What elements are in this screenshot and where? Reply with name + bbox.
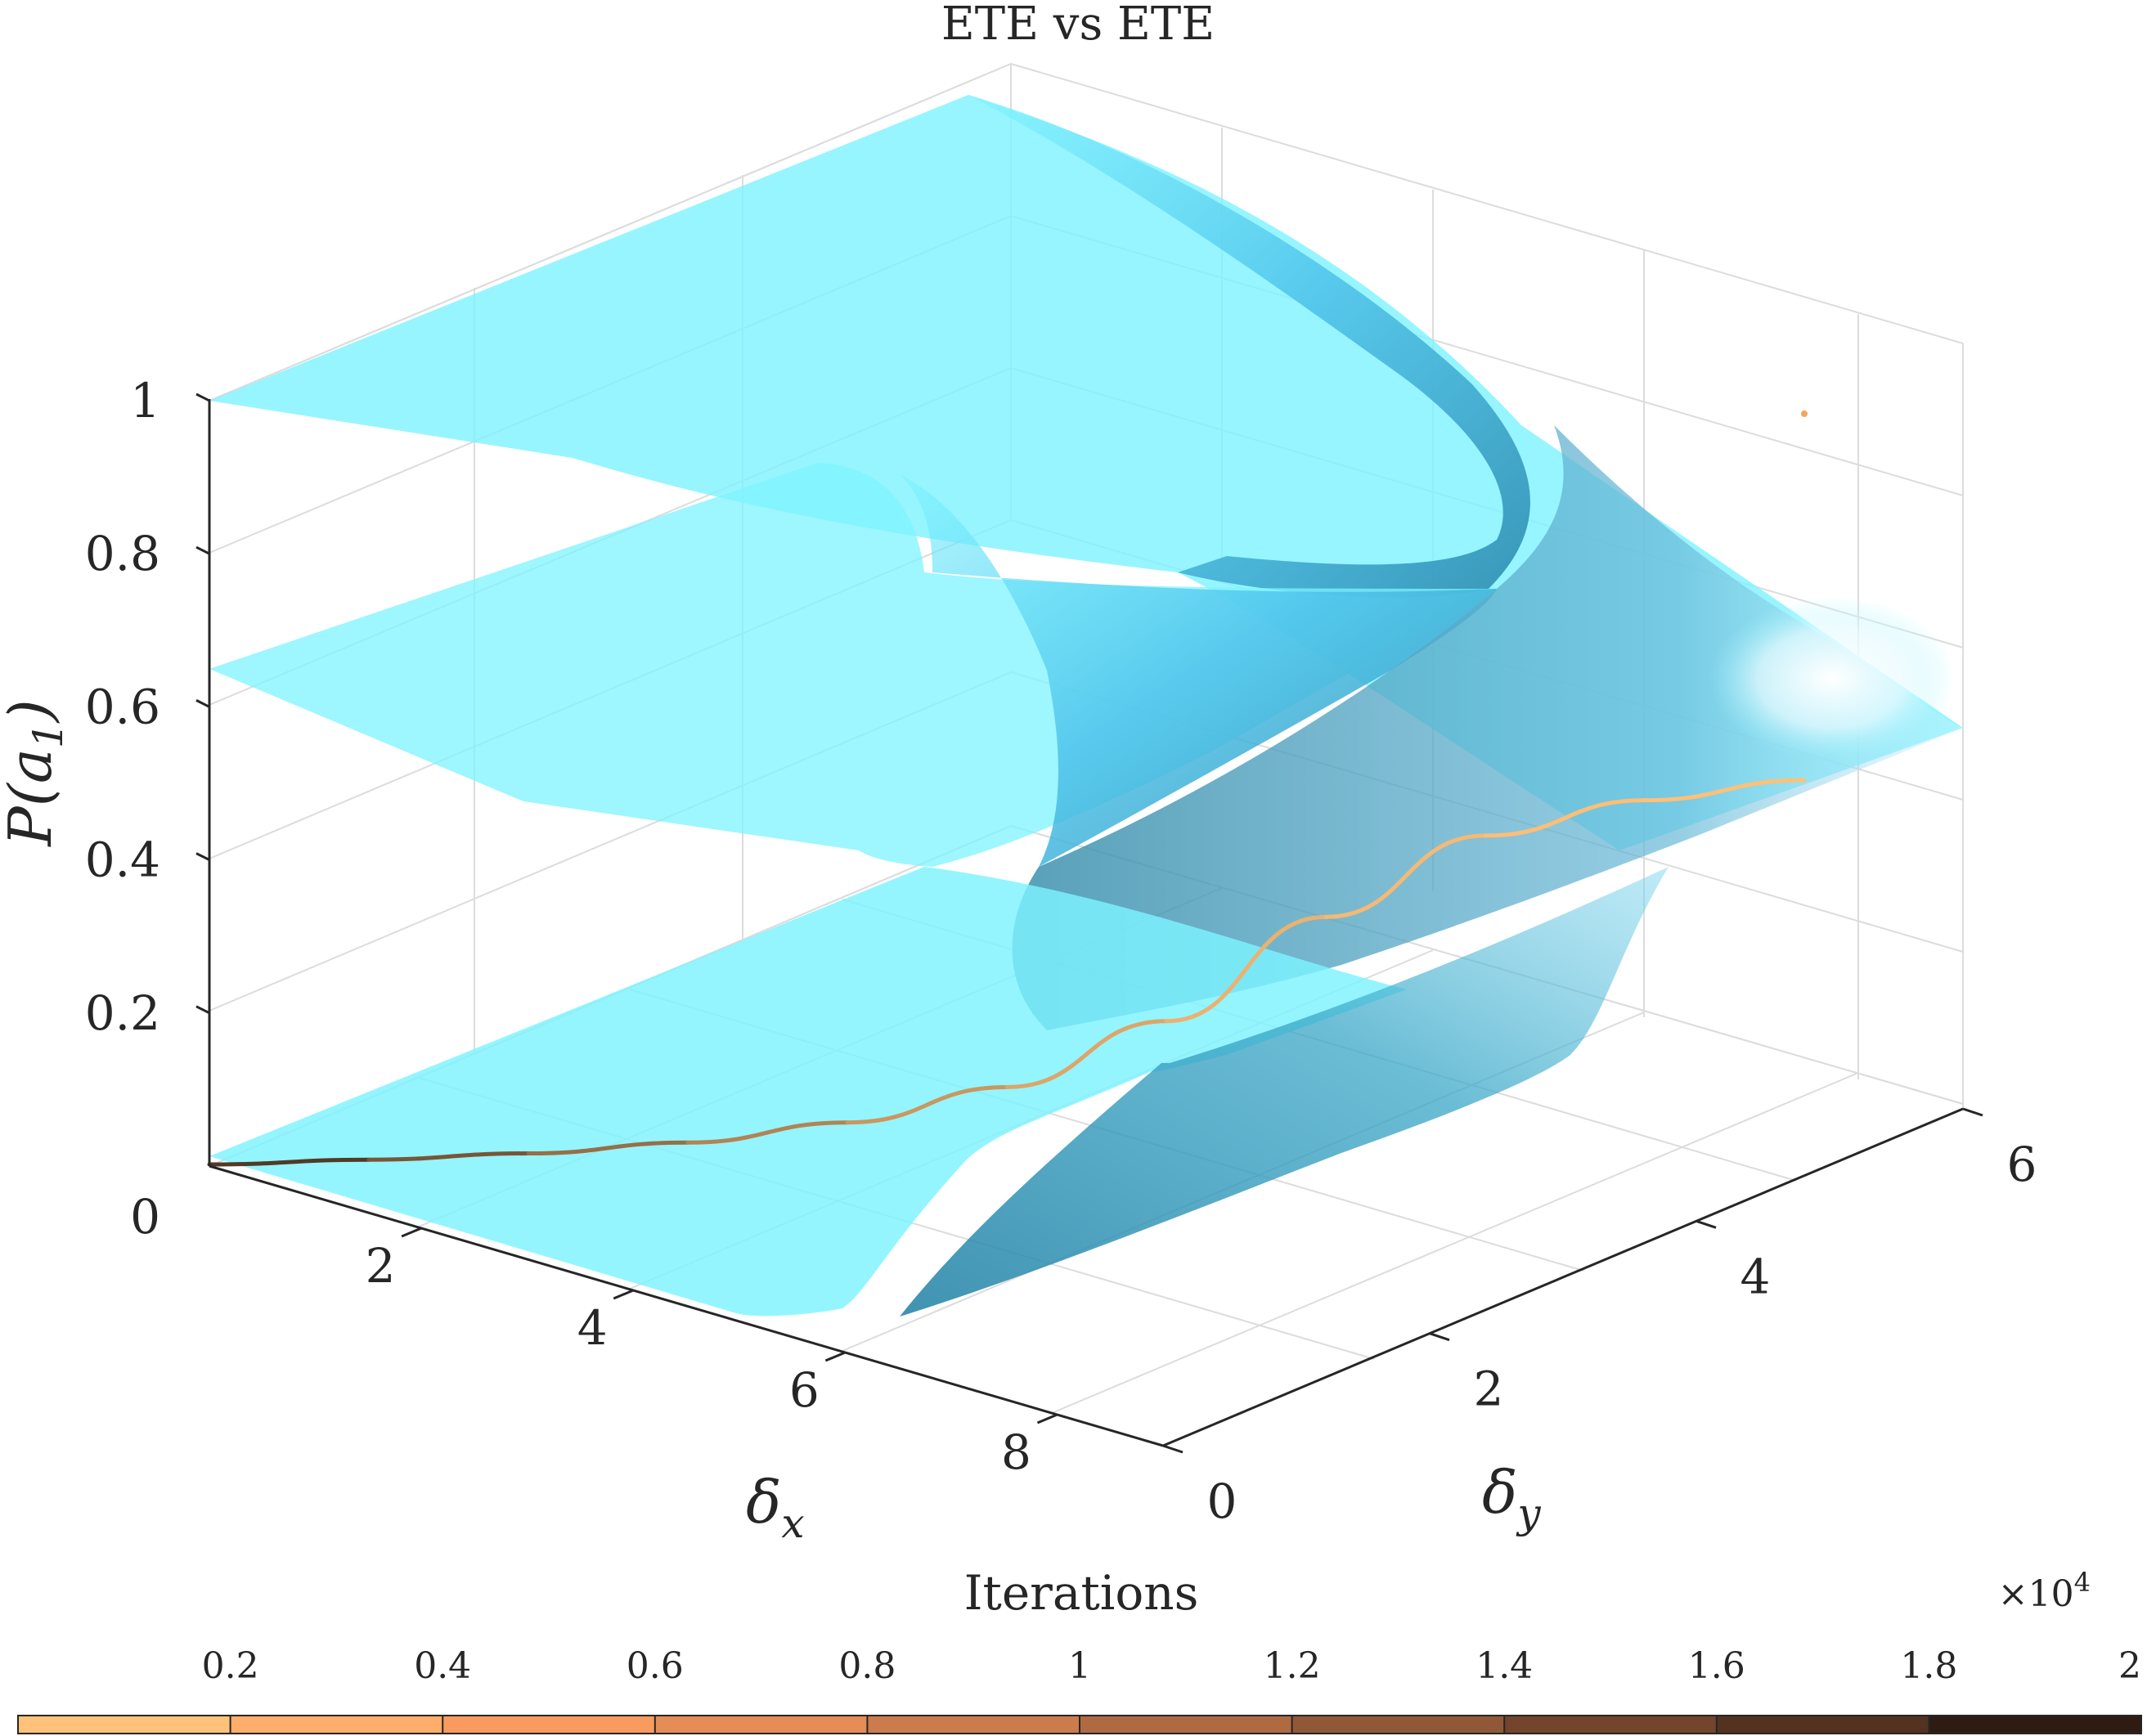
axes — [208, 399, 1964, 1447]
colorbar-tick-label: 1.6 — [1688, 1645, 1745, 1687]
x-tick-mark — [1036, 1413, 1058, 1424]
colorbar-label: Iterations — [964, 1565, 1199, 1621]
colorbar-segment — [1716, 1716, 1929, 1734]
trajectory-segment — [1004, 1019, 1169, 1089]
x-tick-label: 6 — [789, 1362, 820, 1418]
colorbar-tick-label: 1.8 — [1900, 1645, 1957, 1687]
trajectory-segment — [685, 1120, 850, 1145]
y-tick-label: 0 — [1207, 1474, 1237, 1529]
z-tick-mark — [195, 699, 210, 708]
colorbar-tick-label: 0.4 — [414, 1645, 471, 1687]
colorbar-segment — [442, 1716, 655, 1734]
y-tick-label: 4 — [1741, 1249, 1771, 1304]
trajectory-segment — [207, 1157, 371, 1167]
x-tick-mark — [401, 1227, 422, 1238]
colorbar-tick-label: 1 — [1068, 1645, 1091, 1687]
lower-wall — [900, 867, 1669, 1317]
colorbar-segment — [18, 1716, 231, 1734]
y-tick-mark — [1162, 1444, 1184, 1454]
x-axis-label: δx — [746, 1468, 805, 1547]
z-tick-mark — [195, 393, 210, 402]
y-axis-label: δy — [1482, 1458, 1541, 1537]
z-tick-mark — [195, 545, 210, 555]
colorbar-segment — [1291, 1716, 1505, 1734]
colorbar-segment — [1929, 1716, 2141, 1734]
colorbar: Iterations ×104 0.2 0.4 0.6 0.8 1 1.2 1.4 1.6 1.… — [17, 1565, 2142, 1734]
trajectory-outlier-point — [1801, 410, 1808, 417]
colorbar-tick-label: 1.4 — [1476, 1645, 1533, 1687]
trajectory-segment — [1323, 833, 1488, 919]
trajectory-segment — [1642, 778, 1807, 803]
y-tick-label: 6 — [2007, 1137, 2037, 1192]
specular-highlight — [1709, 597, 1955, 760]
upper-curl — [968, 95, 1530, 598]
colorbar-segment — [1080, 1716, 1292, 1734]
colorbar-segment — [1504, 1716, 1717, 1734]
y-tick-mark — [1429, 1332, 1450, 1342]
colorbar-segment — [867, 1716, 1080, 1734]
y-tick-mark — [1962, 1107, 1983, 1117]
z-axis-ticks: 0.2 0.4 0.6 0.8 1 0 — [85, 373, 210, 1245]
colorbar-tick-label: 2 — [2118, 1645, 2141, 1687]
surface — [209, 95, 1963, 1317]
trajectory-segment — [1164, 914, 1328, 1024]
lower-sheet — [209, 867, 1407, 1317]
y-tick-mark — [1696, 1219, 1717, 1229]
x-tick-label: 2 — [366, 1238, 396, 1294]
trajectory-segment — [845, 1084, 1009, 1125]
x-tick-label: 8 — [1001, 1424, 1031, 1480]
y-tick-label: 2 — [1474, 1361, 1504, 1417]
z-tick-label: 0.6 — [85, 679, 160, 734]
colorbar-segment — [230, 1716, 443, 1734]
z-tick-label: 1 — [130, 373, 160, 428]
trajectory-segment — [1483, 798, 1647, 838]
colorbar-tick-label: 0.8 — [838, 1645, 896, 1687]
z-tick-label: 0 — [130, 1189, 160, 1245]
trajectory-segment — [366, 1151, 531, 1162]
z-tick-label: 0.2 — [85, 985, 160, 1041]
colorbar-exponent: ×104 — [1998, 1567, 2091, 1615]
colorbar-tick-label: 0.2 — [202, 1645, 259, 1687]
colorbar-tick-label: 0.6 — [627, 1645, 684, 1687]
trajectory-line — [207, 778, 1807, 1167]
x-axis-ticks: 2 4 6 8 — [366, 1227, 1058, 1480]
chart-title: ETE vs ETE — [941, 0, 1215, 51]
x-tick-mark — [613, 1289, 634, 1300]
z-tick-label: 0.4 — [85, 832, 160, 888]
trajectory-segment — [526, 1140, 690, 1156]
colorbar-tick-label: 1.2 — [1264, 1645, 1321, 1687]
x-tick-label: 4 — [577, 1300, 608, 1356]
x-tick-mark — [824, 1351, 846, 1362]
z-tick-mark — [195, 852, 210, 861]
transition-volume — [1012, 425, 1963, 1030]
y-axis-ticks: 0 2 4 6 — [1162, 1107, 2037, 1529]
z-tick-label: 0.8 — [85, 526, 160, 581]
middle-curl — [900, 474, 1497, 867]
z-axis-label: P(a1) — [0, 699, 72, 847]
z-tick-mark — [195, 1005, 210, 1015]
colorbar-segment — [654, 1716, 868, 1734]
